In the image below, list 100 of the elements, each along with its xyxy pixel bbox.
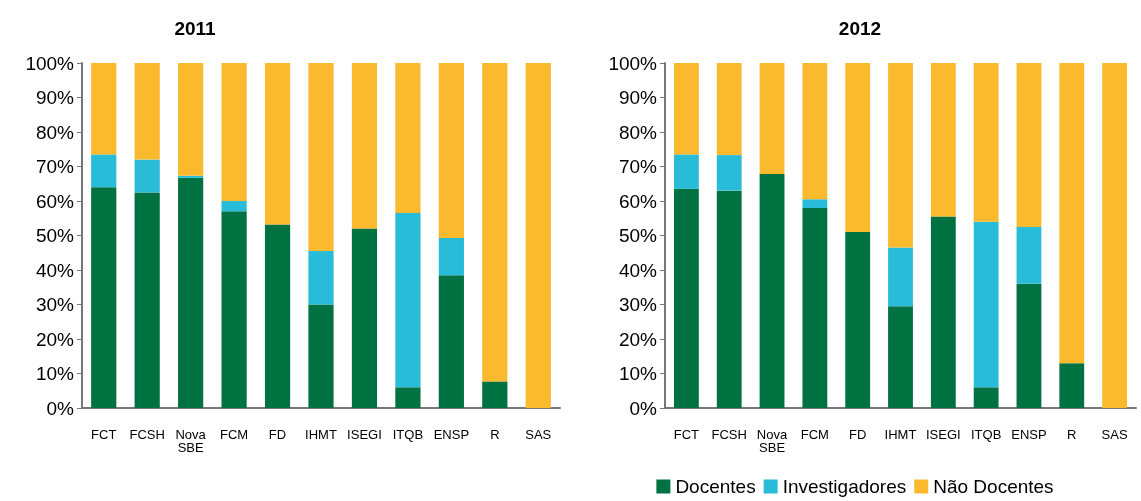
bar (759, 174, 785, 408)
x-tick-label: Nova SBE (175, 427, 207, 455)
bar (308, 251, 334, 305)
bar (1059, 363, 1085, 408)
y-tick-label: 10% (35, 363, 75, 384)
bar (973, 221, 999, 388)
bar (716, 63, 742, 156)
bar (802, 207, 828, 408)
x-tick-label: FCT (673, 427, 700, 442)
bar (91, 63, 117, 155)
bar (395, 63, 421, 214)
bar (930, 216, 956, 408)
bar (351, 228, 378, 408)
bar (888, 247, 913, 307)
bar (888, 306, 913, 408)
x-tick-label: ITQB (392, 427, 424, 442)
y-tick-label: 40% (618, 259, 658, 281)
bar (716, 155, 742, 191)
x-tick-label: ENSP (433, 427, 470, 442)
x-tick-label: ITQB (970, 427, 1002, 442)
bar (482, 63, 508, 382)
y-tick-label: 50% (618, 225, 658, 246)
bar (1102, 63, 1128, 408)
bar (134, 192, 160, 408)
x-tick-label: FD (268, 427, 287, 442)
y-tick-label: 90% (618, 87, 658, 108)
bar (673, 154, 699, 189)
x-tick-label: ENSP (1011, 427, 1047, 442)
y-tick-label: 20% (618, 328, 658, 350)
x-tick-label: IHMT (884, 427, 917, 442)
x-tick-label: FCSH (711, 427, 747, 442)
bar (973, 63, 999, 222)
x-tick-label: ISEGI (347, 427, 382, 442)
bar (438, 63, 464, 238)
y-tick-label: 90% (35, 87, 75, 108)
bar (673, 63, 699, 155)
y-tick-label: 30% (35, 294, 75, 315)
x-tick-label: IHMT (305, 427, 337, 442)
x-tick-label: FCSH (129, 427, 165, 442)
y-tick-label: 30% (618, 294, 658, 315)
bar (395, 213, 421, 388)
bar (930, 63, 956, 217)
bar (221, 63, 247, 201)
bar (845, 63, 871, 233)
bar (1016, 226, 1042, 284)
bar (438, 237, 464, 276)
bar (134, 159, 160, 193)
y-tick-label: 80% (35, 121, 75, 143)
bar (134, 63, 160, 160)
bar (482, 381, 508, 408)
bar (438, 275, 464, 408)
x-tick-label: R (490, 427, 500, 442)
y-tick-label: 0% (46, 397, 75, 419)
bar (308, 63, 334, 252)
bar (525, 63, 551, 408)
x-tick-label: Nova SBE (756, 427, 788, 455)
y-tick-label: 100% (25, 52, 75, 74)
bar (759, 63, 785, 175)
bar (221, 201, 247, 212)
y-tick-label: 60% (35, 190, 75, 212)
x-tick-label: SAS (525, 427, 552, 442)
legend-label: Investigadores (782, 476, 907, 497)
x-tick-label: SAS (1101, 427, 1128, 442)
x-tick-label: FD (849, 427, 867, 442)
y-tick-label: 100% (608, 52, 658, 74)
bar (178, 175, 204, 178)
bar (802, 63, 828, 200)
x-tick-label: FCT (91, 427, 117, 442)
bar (264, 224, 291, 408)
chart-title: 2012 (838, 18, 882, 39)
bar (395, 387, 421, 408)
bar (1016, 63, 1042, 227)
legend-label: Não Docentes (933, 476, 1054, 497)
bar (178, 63, 204, 176)
x-tick-label: ISEGI (925, 427, 961, 442)
bar (178, 177, 204, 408)
y-tick-label: 50% (35, 225, 75, 246)
bar (1059, 63, 1085, 364)
bar (888, 63, 913, 248)
bar (221, 211, 247, 408)
bar (1016, 283, 1042, 408)
bar (308, 304, 334, 408)
y-tick-label: 0% (629, 397, 658, 419)
y-tick-label: 60% (618, 190, 658, 212)
y-tick-label: 80% (618, 121, 658, 143)
bar (264, 63, 291, 225)
bar (802, 199, 828, 208)
bar (91, 154, 117, 188)
chart-title: 2011 (174, 18, 217, 39)
x-tick-label: FCM (220, 427, 249, 442)
bar (716, 190, 742, 408)
y-tick-label: 40% (35, 259, 75, 281)
bar (973, 387, 999, 408)
legend-label: Docentes (675, 476, 756, 497)
y-tick-label: 20% (35, 328, 75, 350)
bar (351, 63, 378, 229)
x-tick-label: R (1067, 427, 1077, 442)
bar (91, 187, 117, 408)
y-tick-label: 70% (618, 156, 658, 177)
bar (673, 188, 699, 408)
